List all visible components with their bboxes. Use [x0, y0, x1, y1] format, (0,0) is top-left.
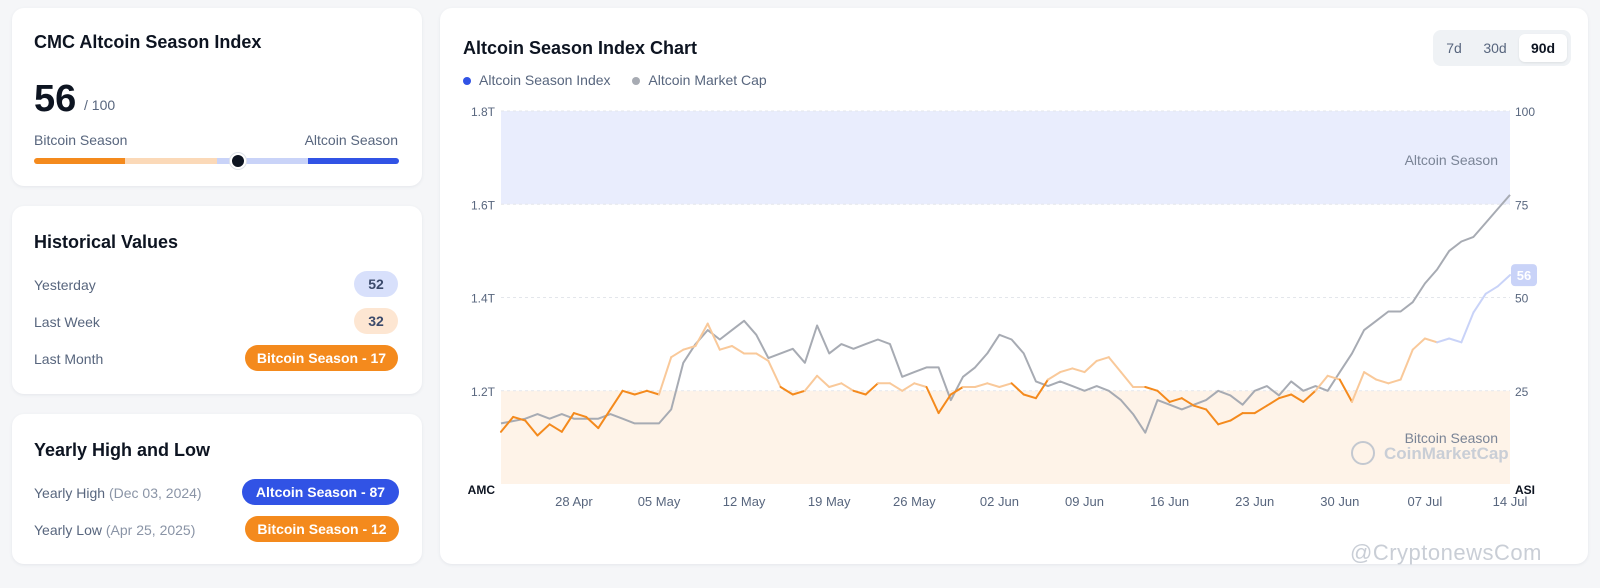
bitcoin-season-label: Bitcoin Season	[34, 132, 128, 148]
legend-market-cap-dot	[632, 77, 641, 85]
watermark: @CryptonewsCom	[1350, 540, 1542, 565]
legend-index-dot	[463, 77, 471, 85]
yearly-card: Yearly High and Low Yearly High (Dec 03,…	[12, 414, 422, 564]
index-card-title: CMC Altcoin Season Index	[34, 32, 262, 52]
yearly-high-row: Yearly High (Dec 03, 2024)	[34, 485, 202, 501]
altcoin-season-label: Altcoin Season	[304, 132, 398, 148]
yearly-low-date: (Apr 25, 2025)	[105, 522, 196, 538]
historical-label-yesterday: Yesterday	[34, 277, 96, 293]
legend-market-cap-label[interactable]: Altcoin Market Cap	[648, 72, 767, 88]
historical-label-last-month: Last Month	[34, 351, 104, 367]
index-card: CMC Altcoin Season Index 56 / 100 Bitcoi…	[12, 8, 422, 186]
yearly-title: Yearly High and Low	[34, 440, 211, 460]
historical-value-last-week: 32	[354, 308, 398, 334]
season-gauge	[34, 158, 399, 164]
tab-7d[interactable]: 7d	[1446, 40, 1462, 56]
gauge-seg-bitcoin	[34, 158, 126, 164]
yearly-high-value: Altcoin Season - 87	[242, 479, 399, 505]
gauge-knob	[230, 153, 247, 169]
yearly-high-label: Yearly High	[34, 485, 106, 501]
chart-legend: Altcoin Season Index Altcoin Market Cap	[463, 72, 767, 88]
chart-card	[440, 8, 1588, 564]
range-tabs: 7d 30d 90d	[1433, 30, 1571, 66]
index-value: 56	[34, 78, 77, 120]
gauge-seg-bitcoin-light	[125, 158, 217, 164]
historical-value-yesterday: 52	[354, 271, 398, 297]
gauge-seg-altcoin-light	[216, 158, 308, 164]
historical-title: Historical Values	[34, 232, 179, 252]
yearly-high-date: (Dec 03, 2024)	[108, 485, 202, 501]
yearly-low-value: Bitcoin Season - 12	[245, 516, 399, 542]
tab-30d[interactable]: 30d	[1483, 40, 1507, 56]
gauge-seg-altcoin	[307, 158, 399, 164]
yearly-low-label: Yearly Low	[34, 522, 102, 538]
historical-card: Historical Values Yesterday 52 Last Week…	[12, 206, 422, 394]
historical-label-last-week: Last Week	[34, 314, 100, 330]
chart-title: Altcoin Season Index Chart	[463, 38, 698, 58]
yearly-low-row: Yearly Low (Apr 25, 2025)	[34, 522, 195, 538]
legend-index-label[interactable]: Altcoin Season Index	[479, 72, 611, 88]
tab-90d[interactable]: 90d	[1519, 34, 1567, 62]
index-max: / 100	[84, 97, 116, 113]
historical-value-last-month: Bitcoin Season - 17	[245, 345, 398, 371]
